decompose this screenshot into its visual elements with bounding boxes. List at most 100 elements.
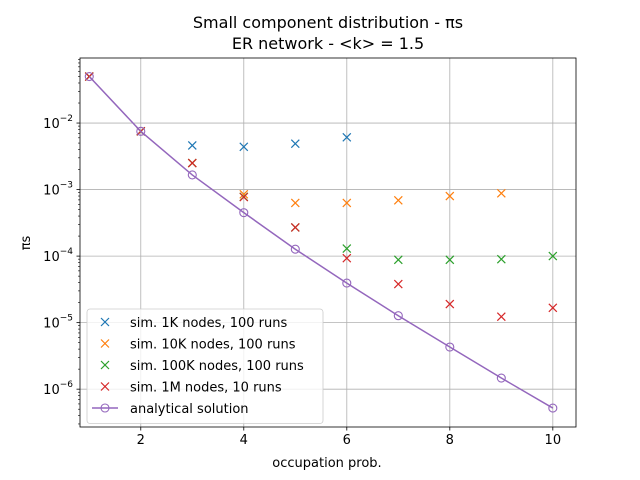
data-point (496, 312, 506, 322)
legend-label: sim. 10K nodes, 100 runs (130, 338, 296, 353)
analytical-point (187, 170, 197, 180)
legend-label: sim. 1M nodes, 10 runs (130, 381, 282, 396)
data-point (290, 222, 300, 232)
y-tick-label-exponent: −6 (60, 380, 74, 390)
data-point (239, 189, 249, 199)
analytical-point (290, 244, 300, 254)
data-point (290, 139, 300, 149)
x-marker-stroke (290, 198, 300, 208)
series-5 (84, 71, 558, 413)
legend-entry: sim. 100K nodes, 100 runs (100, 359, 304, 374)
x-axis: 2 4 6 8 10 (137, 427, 561, 448)
y-tick-label-base: 10 (43, 184, 60, 199)
x-marker-stroke (239, 192, 249, 202)
y-tick-label: 10−3 (43, 181, 73, 199)
analytical-point (445, 342, 455, 352)
analytical-point (393, 311, 403, 321)
data-point (496, 188, 506, 198)
x-tick-label: 10 (545, 433, 562, 448)
legend-x-swatch (100, 317, 110, 327)
legend-entry: analytical solution (92, 402, 249, 417)
legend-x-swatch (100, 360, 110, 370)
x-marker-stroke (342, 132, 352, 142)
y-tick-label-exponent: −5 (60, 314, 73, 324)
data-point (445, 299, 455, 309)
analytical-point (342, 278, 352, 288)
x-marker-stroke (496, 188, 506, 198)
x-tick-label: 6 (343, 433, 351, 448)
y-tick-label-exponent: −3 (60, 181, 73, 191)
legend-x-swatch (100, 339, 110, 348)
x-marker-stroke (239, 189, 249, 199)
x-tick-label: 8 (446, 433, 454, 448)
legend-entry: sim. 1K nodes, 100 runs (100, 316, 287, 331)
x-marker-stroke (548, 303, 558, 313)
x-marker-stroke (393, 279, 403, 289)
data-point (187, 141, 197, 150)
data-point (445, 191, 455, 201)
data-point (393, 279, 403, 289)
y-tick-label-base: 10 (43, 383, 60, 398)
x-axis-label: occupation prob. (272, 456, 381, 471)
x-marker-stroke (290, 222, 300, 232)
data-point (187, 158, 197, 168)
chart-subtitle: ER network - <k> = 1.5 (232, 34, 424, 53)
y-tick-label-base: 10 (43, 117, 60, 132)
x-marker-stroke (445, 191, 455, 201)
x-marker-stroke (100, 360, 110, 370)
data-point (342, 253, 352, 263)
y-tick-label: 10−5 (43, 314, 73, 332)
analytical-point (548, 403, 558, 413)
data-series (84, 71, 558, 413)
x-marker-stroke (548, 251, 558, 261)
x-marker-stroke (496, 312, 506, 322)
legend-entry: sim. 1M nodes, 10 runs (100, 381, 282, 396)
y-tick-label-base: 10 (43, 317, 60, 332)
analytical-point (496, 373, 506, 383)
x-marker-stroke (187, 158, 197, 168)
data-point (239, 142, 249, 152)
analytical-point (84, 71, 94, 82)
x-marker-stroke (100, 339, 110, 348)
legend-box (86, 308, 324, 424)
x-tick-label: 2 (137, 433, 145, 448)
y-tick-label: 10−6 (43, 380, 73, 398)
y-tick-label: 10−2 (43, 114, 73, 132)
axes-frame (79, 57, 577, 428)
x-marker-stroke (100, 382, 110, 391)
y-axis: 10−610−510−410−310−2 (43, 59, 80, 425)
y-tick-label-base: 10 (43, 250, 60, 265)
x-marker-stroke (393, 255, 403, 265)
y-tick-label-exponent: −4 (60, 247, 74, 257)
x-marker-stroke (445, 255, 455, 265)
data-point (342, 244, 352, 253)
legend-circle-swatch (100, 403, 110, 413)
data-point (290, 198, 300, 208)
x-marker-stroke (445, 299, 455, 309)
x-marker-stroke (496, 254, 506, 264)
x-marker-stroke (342, 198, 352, 208)
analytical-line (88, 76, 554, 409)
x-marker-stroke (290, 139, 300, 149)
legend-label: analytical solution (130, 402, 249, 417)
x-marker-stroke (393, 195, 403, 205)
chart-title: Small component distribution - πs (193, 13, 463, 32)
x-marker-stroke (187, 141, 197, 150)
legend-x-swatch (100, 382, 110, 391)
data-point (342, 198, 352, 208)
data-point (239, 192, 249, 202)
x-marker-stroke (239, 142, 249, 152)
data-point (393, 255, 403, 265)
y-tick-label-exponent: −2 (60, 114, 73, 124)
analytical-point (239, 208, 249, 218)
x-marker-stroke (100, 317, 110, 327)
data-point (548, 303, 558, 313)
data-point (548, 251, 558, 261)
y-axis-label: πs (19, 235, 34, 250)
legend: sim. 1K nodes, 100 runs sim. 10K nodes, 1… (86, 308, 324, 424)
legend-entry: sim. 10K nodes, 100 runs (100, 338, 296, 353)
legend-label: sim. 100K nodes, 100 runs (130, 359, 304, 374)
legend-label: sim. 1K nodes, 100 runs (130, 316, 287, 331)
data-point (496, 254, 506, 264)
